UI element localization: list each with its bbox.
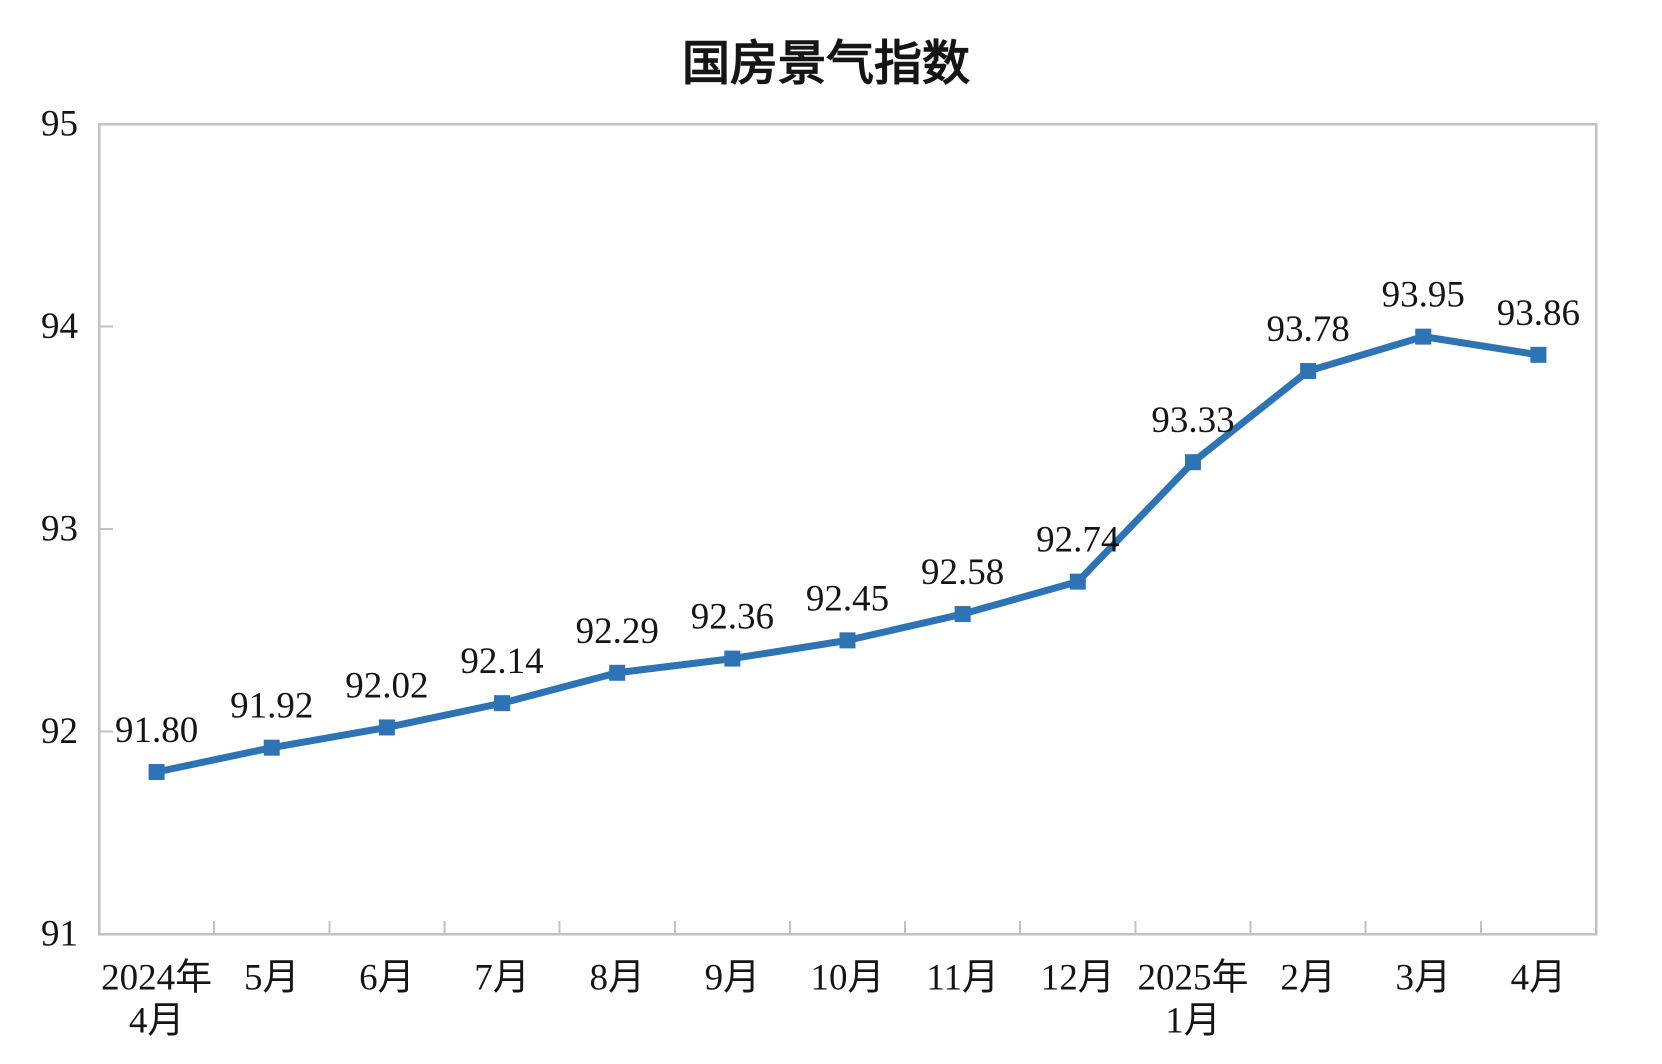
y-axis-label: 95 bbox=[41, 104, 78, 145]
data-point bbox=[1300, 363, 1317, 380]
data-label: 92.36 bbox=[691, 597, 774, 638]
data-point bbox=[148, 764, 165, 780]
series-line bbox=[153, 333, 1542, 776]
data-point bbox=[609, 664, 626, 681]
x-axis-label: 12月 bbox=[1041, 958, 1115, 999]
data-label: 92.29 bbox=[576, 611, 659, 652]
plot-border bbox=[97, 122, 1598, 936]
x-axis-label: 9月 bbox=[705, 958, 761, 999]
data-point bbox=[1184, 454, 1201, 471]
x-axis-label: 1月 bbox=[1165, 1001, 1221, 1042]
data-point bbox=[1530, 346, 1547, 363]
data-label: 93.86 bbox=[1497, 293, 1580, 334]
chart-title: 国房景气指数 bbox=[682, 38, 970, 91]
x-axis-label: 7月 bbox=[474, 958, 530, 999]
data-label: 92.74 bbox=[1036, 520, 1119, 561]
data-label: 91.80 bbox=[115, 710, 198, 751]
data-point bbox=[1415, 328, 1432, 345]
y-axis-label: 94 bbox=[41, 306, 78, 347]
x-axis-label: 6月 bbox=[359, 958, 415, 999]
x-axis-label: 2024年 bbox=[101, 957, 212, 999]
x-axis-label: 11月 bbox=[926, 958, 999, 999]
data-label: 93.95 bbox=[1382, 275, 1465, 316]
data-point bbox=[494, 695, 511, 712]
x-axis-label: 10月 bbox=[811, 958, 885, 999]
data-point bbox=[378, 719, 395, 736]
y-axis-label: 91 bbox=[41, 914, 78, 955]
data-point bbox=[724, 650, 741, 667]
x-axis-label: 8月 bbox=[589, 958, 645, 999]
x-axis-label: 2月 bbox=[1280, 958, 1336, 999]
data-label: 92.58 bbox=[921, 552, 1004, 593]
data-point bbox=[954, 606, 971, 623]
data-label: 93.33 bbox=[1151, 400, 1234, 441]
data-point bbox=[1069, 573, 1086, 590]
x-axis-label: 4月 bbox=[129, 1001, 185, 1042]
data-label: 92.02 bbox=[345, 665, 428, 706]
x-axis-label: 4月 bbox=[1511, 958, 1567, 999]
y-axis-label: 92 bbox=[41, 711, 78, 752]
x-axis-label: 2025年 bbox=[1137, 957, 1248, 999]
x-axis-label: 5月 bbox=[244, 958, 300, 999]
data-label: 92.14 bbox=[460, 641, 543, 682]
data-label: 91.92 bbox=[230, 686, 313, 727]
x-axis-label: 3月 bbox=[1396, 958, 1452, 999]
data-point bbox=[263, 739, 280, 756]
data-label: 92.45 bbox=[806, 578, 889, 619]
y-axis-label: 93 bbox=[41, 509, 78, 550]
data-label: 93.78 bbox=[1266, 309, 1349, 350]
data-point bbox=[839, 632, 856, 649]
